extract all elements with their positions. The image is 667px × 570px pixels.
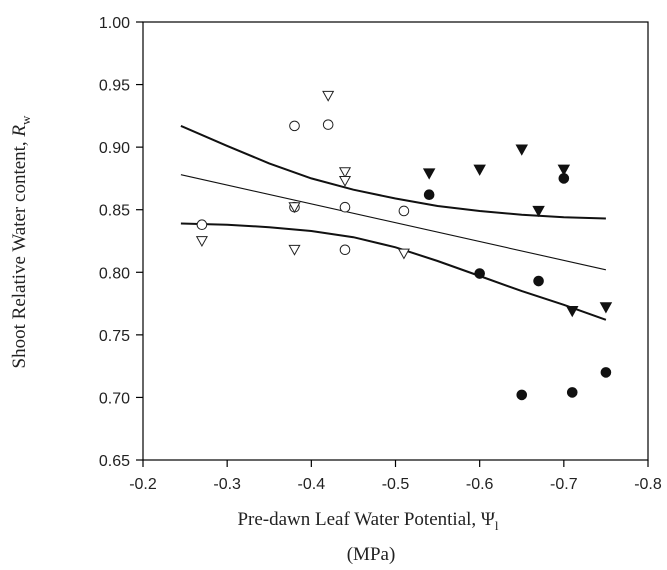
upper-confidence-curve <box>180 124 606 220</box>
x-axis-title-subscript: l <box>495 518 499 533</box>
data-point-open-triangle <box>322 90 335 102</box>
axis-ticks: -0.2 -0.3 -0.4 -0.5 -0.6 -0.7 -0.8 0.65 0.70 0.75… <box>99 15 662 493</box>
data-point-open-triangle <box>195 236 208 247</box>
y-axis-title: Shoot Relative Water content, Rw <box>9 115 33 368</box>
x-axis-unit: (MPa) <box>347 544 396 565</box>
y-tick-label: 0.65 <box>99 453 130 470</box>
y-tick-label: 0.80 <box>99 265 130 282</box>
x-tick-label: -0.7 <box>550 476 578 493</box>
x-tick-label: -0.5 <box>382 476 410 493</box>
y-tick-label: 0.70 <box>99 390 130 407</box>
x-tick-label: -0.4 <box>298 476 326 493</box>
data-point-open-circle <box>339 201 351 213</box>
y-tick-label: 0.75 <box>99 328 130 345</box>
x-tick-label: -0.3 <box>213 476 241 493</box>
data-point-filled-triangle <box>473 164 486 176</box>
data-point-open-triangle <box>397 248 410 260</box>
data-point-filled-triangle <box>515 144 528 156</box>
data-point-open-circle <box>196 219 208 231</box>
data-point-open-triangle <box>288 244 301 256</box>
data-point-open-circle <box>289 120 300 132</box>
data-point-open-triangle <box>288 202 301 214</box>
y-tick-label: 1.00 <box>99 15 130 32</box>
fit-lines <box>180 124 607 321</box>
data-point-open-triangle <box>338 176 352 187</box>
data-point-filled-circle <box>423 189 435 200</box>
data-point-filled-circle <box>566 387 578 398</box>
data-point-filled-circle <box>474 268 485 279</box>
x-tick-label: -0.2 <box>129 476 157 493</box>
y-axis-title-subscript: w <box>18 115 33 125</box>
data-point-filled-circle <box>600 367 612 378</box>
data-point-filled-triangle <box>422 168 436 180</box>
x-tick-label: -0.8 <box>634 476 662 493</box>
y-axis-title-variable: R <box>9 125 30 138</box>
data-point-filled-triangle <box>532 205 545 218</box>
data-point-filled-circle <box>533 275 544 287</box>
data-point-open-circle <box>322 119 334 130</box>
data-point-filled-circle <box>516 389 528 401</box>
regression-line <box>180 174 607 271</box>
y-tick-label: 0.90 <box>99 140 130 157</box>
y-tick-label: 0.95 <box>99 78 130 95</box>
data-points <box>195 90 613 401</box>
data-point-filled-triangle <box>557 164 571 176</box>
data-point-open-triangle <box>338 167 352 179</box>
y-tick-label: 0.85 <box>99 203 130 220</box>
x-tick-label: -0.6 <box>466 476 494 493</box>
lower-confidence-curve <box>180 222 607 321</box>
data-point-open-circle <box>398 205 410 217</box>
data-point-filled-triangle <box>599 302 613 314</box>
x-axis-title: Pre-dawn Leaf Water Potential, Ψl <box>237 509 498 533</box>
data-point-filled-triangle <box>566 305 579 318</box>
data-point-open-circle <box>339 244 351 256</box>
